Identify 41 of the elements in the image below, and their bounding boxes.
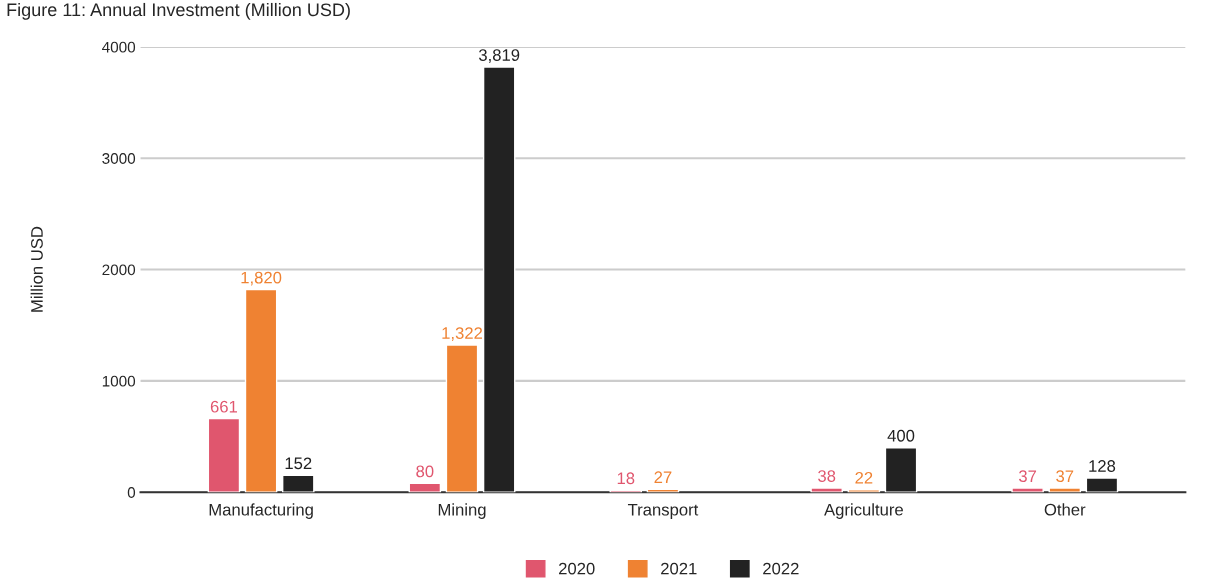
y-tick-label: 3000: [102, 153, 136, 164]
data-label: 1,322: [442, 327, 483, 341]
chart-title: Figure 11: Annual Investment (Million USD): [7, 2, 350, 20]
legend-label: 2020: [559, 562, 595, 575]
legend-label: 2022: [763, 562, 799, 575]
bar: [884, 447, 918, 493]
bar: [281, 474, 315, 493]
x-tick-label: Transport: [627, 503, 699, 519]
bar: [244, 288, 278, 493]
x-tick-label: Other: [1044, 503, 1086, 516]
legend-label: 2021: [661, 562, 697, 575]
data-label: 27: [654, 471, 672, 483]
bar: [1085, 477, 1119, 493]
bar: [482, 66, 516, 493]
data-label: 37: [1056, 470, 1074, 483]
bar: [1011, 487, 1044, 493]
x-tick-label: Mining: [438, 503, 486, 519]
bar: [1048, 487, 1082, 493]
data-label: 3,819: [478, 49, 520, 63]
data-label: 128: [1089, 460, 1116, 472]
y-tick-label: 4000: [102, 41, 136, 53]
x-tick-label: Manufacturing: [209, 503, 313, 519]
bar: [445, 344, 479, 493]
data-label: 80: [416, 465, 434, 478]
y-tick-label: 2000: [102, 264, 136, 276]
data-label: 400: [887, 429, 915, 442]
x-tick-label: Agriculture: [824, 503, 903, 519]
bar: [207, 417, 241, 493]
y-tick-label: 0: [127, 487, 136, 498]
data-label: 661: [210, 400, 238, 413]
data-label: 38: [818, 470, 836, 482]
y-axis-title: Million USD: [30, 226, 43, 312]
bar: [810, 487, 843, 493]
y-tick-label: 1000: [102, 375, 136, 387]
data-label: 152: [285, 457, 312, 470]
data-label: 37: [1018, 470, 1037, 483]
bar: [408, 482, 442, 493]
data-label: 22: [855, 471, 873, 484]
data-label: 18: [617, 472, 635, 485]
data-label: 1,820: [241, 271, 282, 286]
bar: [847, 489, 881, 493]
